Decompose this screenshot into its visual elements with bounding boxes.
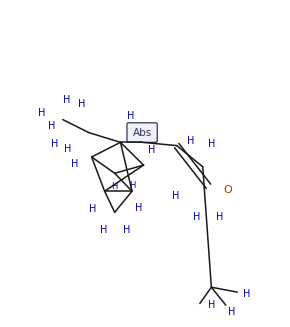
Text: Abs: Abs: [133, 128, 152, 138]
Text: H: H: [78, 99, 85, 109]
Text: H: H: [193, 212, 201, 222]
Text: H: H: [64, 95, 71, 105]
Text: H: H: [129, 181, 135, 190]
FancyBboxPatch shape: [127, 123, 157, 142]
Text: H: H: [38, 108, 46, 118]
Text: H: H: [123, 225, 131, 235]
Text: H: H: [64, 144, 71, 154]
Text: H: H: [188, 136, 195, 146]
Text: H: H: [100, 225, 108, 235]
Text: H: H: [243, 289, 251, 299]
Text: H: H: [135, 202, 142, 213]
Text: H: H: [127, 111, 134, 121]
Text: H: H: [112, 182, 118, 191]
Text: H: H: [209, 139, 216, 149]
Text: H: H: [88, 204, 96, 214]
Text: O: O: [223, 184, 232, 195]
Text: H: H: [148, 146, 155, 155]
Text: H: H: [228, 307, 235, 317]
Text: H: H: [51, 139, 58, 149]
Text: H: H: [48, 121, 55, 131]
Text: H: H: [172, 191, 180, 201]
Text: H: H: [216, 212, 224, 222]
Text: H: H: [208, 300, 215, 310]
Text: H: H: [71, 159, 79, 168]
